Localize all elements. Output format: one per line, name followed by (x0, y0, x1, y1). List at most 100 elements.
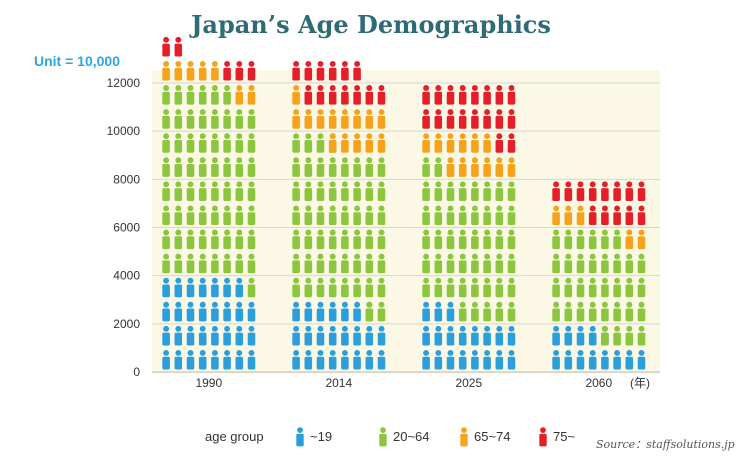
person-icon (365, 109, 374, 129)
person-icon (198, 60, 207, 81)
person-icon (637, 229, 646, 250)
person-icon (564, 253, 573, 274)
person-icon (211, 277, 219, 298)
person-icon (174, 253, 183, 274)
person-icon (637, 181, 646, 201)
person-icon (458, 325, 467, 346)
person-icon (162, 301, 170, 322)
person-icon (365, 133, 374, 153)
y-tick-label: 6000 (113, 221, 140, 235)
person-icon (247, 157, 256, 177)
person-icon (365, 205, 374, 226)
person-icon (495, 229, 504, 250)
person-icon (625, 205, 634, 226)
person-icon (365, 85, 374, 105)
person-icon (353, 325, 361, 346)
person-icon (483, 229, 491, 250)
x-tick-label: 2025 (455, 376, 482, 390)
person-icon (422, 85, 430, 105)
person-icon (353, 109, 361, 129)
person-icon (162, 229, 170, 250)
person-icon (576, 349, 585, 370)
person-icon (446, 301, 455, 322)
person-icon (292, 229, 300, 250)
person-icon (377, 133, 386, 153)
person-icon (174, 36, 183, 57)
person-icon (341, 349, 349, 370)
person-icon (162, 205, 170, 226)
person-icon (458, 181, 467, 201)
person-icon (483, 325, 491, 346)
person-icon (247, 133, 256, 153)
person-icon (341, 60, 349, 81)
person-icon (495, 277, 504, 298)
person-icon (471, 85, 479, 105)
person-icon (186, 181, 195, 201)
person-icon (162, 277, 170, 298)
person-icon (365, 181, 374, 201)
person-icon (316, 301, 325, 322)
person-icon (422, 133, 430, 153)
person-icon (341, 253, 349, 274)
person-icon (292, 301, 300, 322)
person-icon (247, 205, 256, 226)
person-icon (211, 60, 219, 81)
person-icon (507, 109, 516, 129)
person-icon (446, 253, 455, 274)
person-icon (304, 205, 313, 226)
person-icon (422, 157, 430, 177)
person-icon (422, 349, 430, 370)
person-icon (495, 157, 504, 177)
chart-title: Japan’s Age Demographics (191, 10, 551, 39)
legend-person-icon (296, 427, 304, 447)
gridlines (152, 82, 660, 373)
person-icon (328, 253, 337, 274)
person-icon (304, 60, 313, 81)
person-icon (174, 109, 183, 129)
person-icon (576, 181, 585, 201)
person-icon (292, 205, 300, 226)
person-icon (341, 277, 349, 298)
person-icon (328, 205, 337, 226)
person-icon (211, 181, 219, 201)
person-icon (458, 277, 467, 298)
person-icon (446, 133, 455, 153)
person-icon (434, 181, 443, 201)
person-icon (507, 325, 516, 346)
person-icon (186, 157, 195, 177)
person-icon (198, 181, 207, 201)
person-icon (223, 277, 231, 298)
person-icon (422, 229, 430, 250)
person-icon (198, 277, 207, 298)
person-icon (637, 301, 646, 322)
person-icon (422, 253, 430, 274)
person-icon (211, 253, 219, 274)
person-icon (601, 181, 609, 201)
person-icon (304, 325, 313, 346)
person-icon (471, 157, 479, 177)
person-icon (341, 205, 349, 226)
person-icon (495, 205, 504, 226)
person-icon (601, 253, 609, 274)
person-icon (353, 277, 361, 298)
person-icon (471, 229, 479, 250)
person-icon (601, 325, 609, 346)
person-icon (223, 325, 231, 346)
person-icon (588, 325, 597, 346)
person-icon (422, 325, 430, 346)
person-icon (247, 85, 256, 105)
person-icon (507, 277, 516, 298)
person-icon (458, 85, 467, 105)
person-icon (576, 229, 585, 250)
person-icon (223, 349, 231, 370)
person-icon (377, 349, 386, 370)
person-icon (341, 133, 349, 153)
person-icon (198, 301, 207, 322)
person-icon (446, 157, 455, 177)
person-icon (601, 349, 609, 370)
person-icon (446, 85, 455, 105)
person-icon (211, 85, 219, 105)
person-icon (292, 277, 300, 298)
person-icon (292, 325, 300, 346)
legend-label: 20~64 (393, 429, 430, 444)
